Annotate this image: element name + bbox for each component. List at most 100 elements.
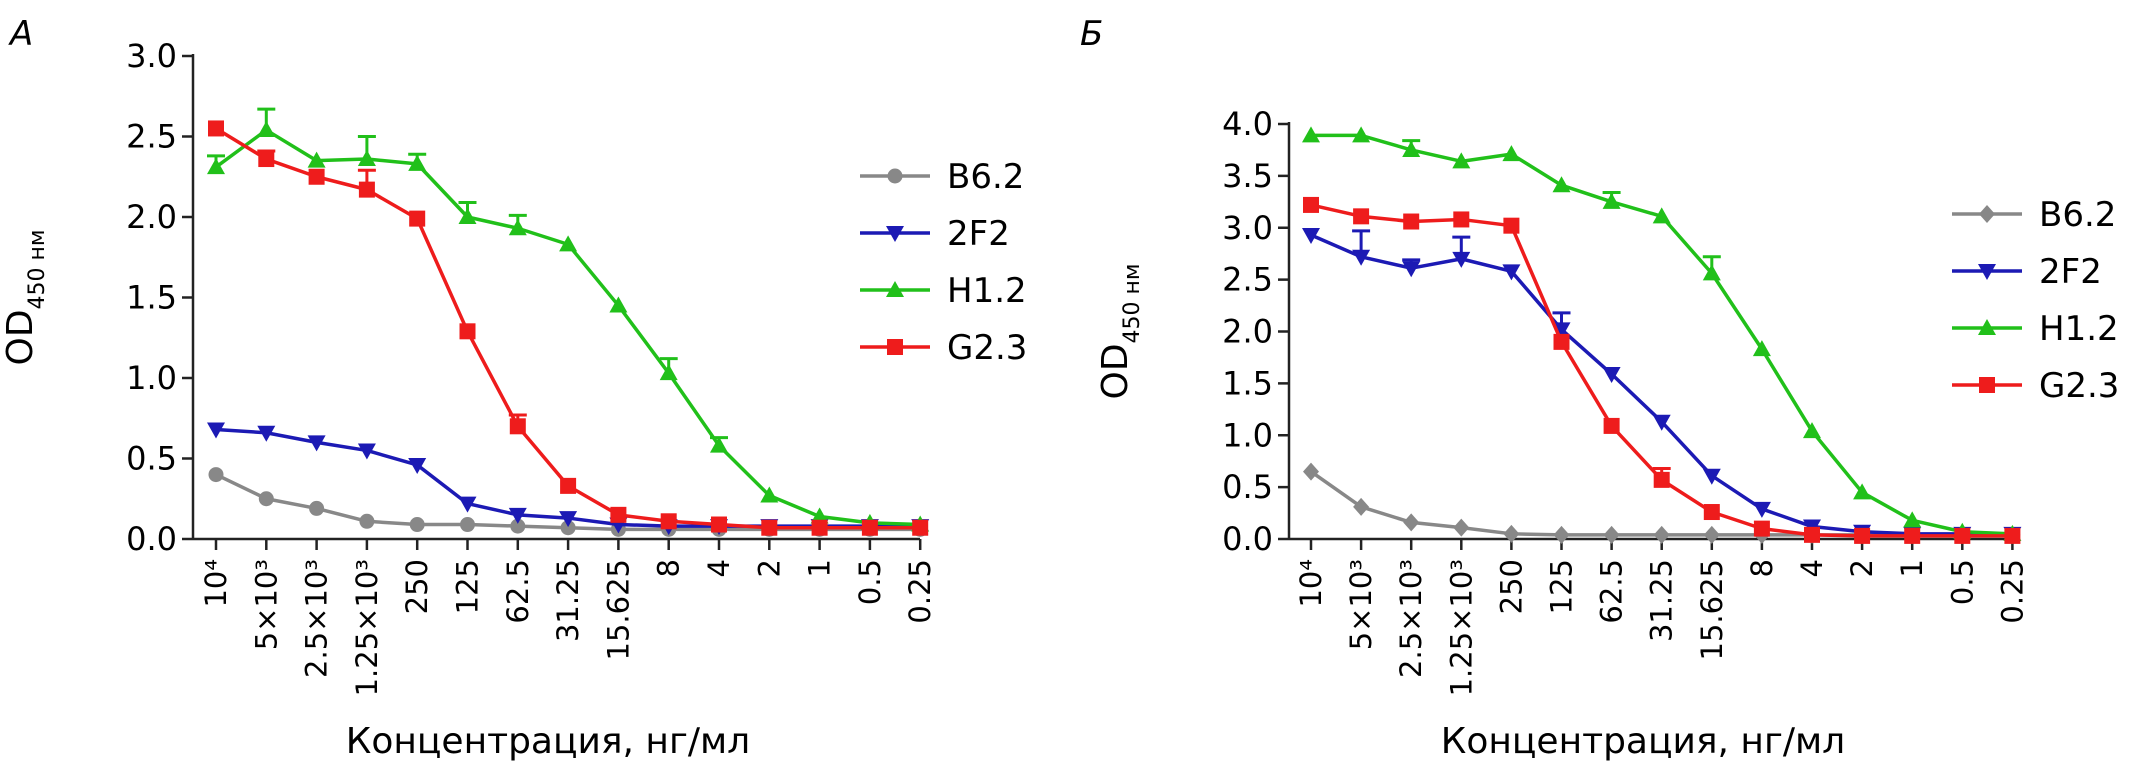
data-point bbox=[1453, 518, 1470, 537]
x-tick-label: 2.5×10³ bbox=[1394, 559, 1428, 678]
data-point bbox=[1652, 414, 1671, 431]
data-point bbox=[1453, 211, 1470, 228]
data-point bbox=[1853, 483, 1872, 500]
data-point bbox=[559, 235, 578, 252]
x-tick-label: 250 bbox=[1494, 559, 1528, 614]
legend-marker bbox=[887, 168, 903, 184]
panel-a: А 0.0 0.5 1.0 1.5 2.0 2.5 3.0 10⁴ 5×10³ 2.5×10³ 1.2… bbox=[0, 14, 1027, 762]
data-point bbox=[1502, 264, 1521, 281]
legend-item: G2.3 bbox=[1952, 366, 2119, 406]
data-point bbox=[1452, 152, 1471, 169]
data-point bbox=[358, 181, 375, 198]
x-tick-label: 10⁴ bbox=[1294, 559, 1328, 608]
legend-marker bbox=[1979, 377, 1995, 393]
data-point bbox=[1703, 525, 1720, 544]
data-point bbox=[1602, 367, 1621, 384]
data-point bbox=[1652, 207, 1671, 224]
data-point bbox=[1302, 126, 1320, 143]
data-point bbox=[760, 486, 779, 503]
y-tick-label: 3.0 bbox=[1222, 209, 1273, 247]
data-point bbox=[460, 517, 475, 533]
data-point bbox=[1303, 462, 1319, 481]
data-point bbox=[610, 506, 627, 523]
x-tick-label: 1.25×10³ bbox=[350, 559, 384, 696]
data-point bbox=[408, 154, 427, 171]
y-tick-label: 2.5 bbox=[126, 118, 177, 156]
data-point bbox=[1402, 261, 1421, 278]
axes: 0.0 0.5 1.0 1.5 2.0 2.5 3.0 10⁴ 5×10³ 2.5×10³ 1.25… bbox=[126, 37, 937, 696]
data-point bbox=[761, 519, 778, 536]
y-axis-label-subscript: 450 нм bbox=[25, 229, 50, 309]
data-point bbox=[1854, 527, 1871, 544]
data-point bbox=[257, 121, 276, 138]
data-point bbox=[659, 364, 678, 381]
data-point bbox=[459, 323, 476, 340]
data-point bbox=[208, 467, 224, 483]
legend-label: H1.2 bbox=[947, 271, 1027, 311]
y-tick-label: 3.0 bbox=[126, 37, 177, 75]
y-axis-label: OD450 нм bbox=[0, 229, 50, 365]
data-point bbox=[1702, 468, 1721, 485]
data-point bbox=[508, 507, 527, 524]
data-point bbox=[409, 517, 425, 533]
data-point bbox=[258, 491, 274, 507]
data-point bbox=[1803, 422, 1821, 439]
y-tick-label: 0.0 bbox=[126, 520, 177, 558]
data-point bbox=[1752, 501, 1771, 518]
legend-marker bbox=[886, 226, 904, 242]
series-G2.3 bbox=[1303, 196, 2021, 544]
y-axis-label-subscript: 450 нм bbox=[1120, 263, 1145, 343]
panel-b: Б 0.0 0.5 1.0 1.5 2.0 2.5 3.0 3.5 4.0 10⁴ 5×10³ 2.5×… bbox=[1080, 14, 2119, 762]
data-point bbox=[609, 296, 628, 313]
data-point bbox=[1352, 249, 1371, 266]
data-point bbox=[257, 425, 276, 442]
x-tick-label: 1.25×10³ bbox=[1444, 559, 1478, 696]
panel-label: А bbox=[8, 14, 33, 54]
legend-label: G2.3 bbox=[2039, 366, 2119, 406]
series-line bbox=[214, 128, 921, 527]
data-point bbox=[660, 513, 677, 530]
data-point bbox=[711, 516, 727, 533]
data-point bbox=[811, 519, 828, 536]
data-point bbox=[458, 496, 477, 513]
legend-marker bbox=[1978, 319, 1996, 335]
series-G2.3 bbox=[208, 120, 929, 536]
x-tick-label: 31.25 bbox=[551, 559, 585, 642]
x-tick-label: 125 bbox=[451, 559, 485, 614]
data-point bbox=[509, 418, 526, 435]
x-tick-label: 125 bbox=[1545, 559, 1579, 614]
y-axis-label: OD450 нм bbox=[1095, 263, 1145, 399]
x-tick-label: 2 bbox=[1845, 559, 1879, 577]
y-tick-label: 0.5 bbox=[126, 440, 177, 478]
x-tick-label: 250 bbox=[400, 559, 434, 614]
legend-label: B6.2 bbox=[947, 157, 1024, 197]
data-point bbox=[1402, 140, 1421, 157]
legend-marker bbox=[886, 281, 904, 297]
y-tick-label: 4.0 bbox=[1222, 105, 1273, 143]
data-point bbox=[1502, 145, 1521, 162]
x-tick-label: 0.5 bbox=[853, 559, 887, 605]
x-tick-label: 62.5 bbox=[501, 559, 535, 624]
x-axis-label: Концентрация, нг/мл bbox=[1441, 721, 1845, 762]
series-line bbox=[215, 126, 921, 530]
legend-marker bbox=[1979, 205, 1995, 223]
data-point bbox=[560, 477, 577, 494]
data-point bbox=[810, 507, 829, 524]
x-tick-label: 8 bbox=[1745, 559, 1779, 577]
data-point bbox=[207, 158, 225, 175]
x-tick-label: 5×10³ bbox=[1344, 559, 1378, 650]
data-point bbox=[409, 210, 426, 227]
data-point bbox=[1653, 471, 1670, 488]
data-point bbox=[559, 511, 578, 528]
data-point bbox=[1804, 526, 1820, 543]
legend-item: 2F2 bbox=[860, 214, 1010, 254]
x-tick-label: 31.25 bbox=[1645, 559, 1679, 642]
x-axis-label: Концентрация, нг/мл bbox=[346, 721, 750, 762]
data-point bbox=[309, 500, 325, 516]
legend-label: B6.2 bbox=[2039, 195, 2116, 235]
y-tick-label: 3.5 bbox=[1222, 157, 1273, 195]
data-point bbox=[1403, 213, 1420, 230]
data-point bbox=[1603, 417, 1620, 434]
y-tick-label: 1.5 bbox=[126, 279, 177, 317]
